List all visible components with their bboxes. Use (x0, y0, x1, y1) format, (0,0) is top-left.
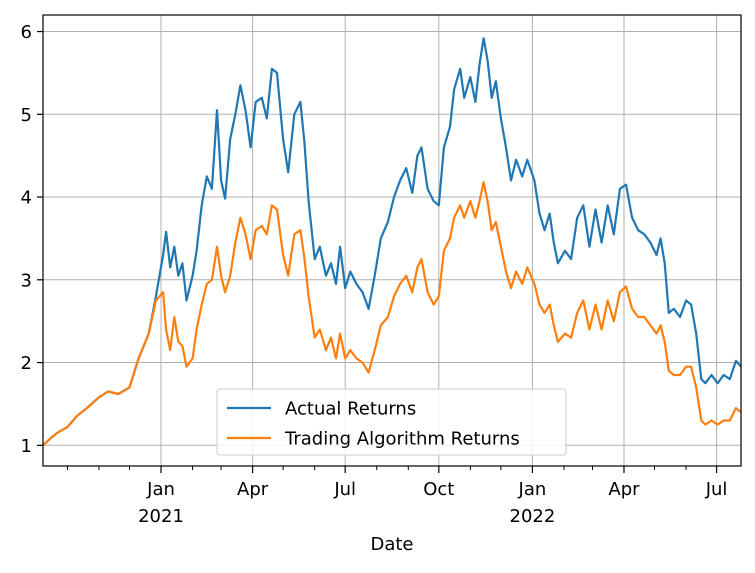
x-tick-label: Apr (608, 479, 640, 500)
plot-frame (42, 14, 742, 467)
x-tick-label: Apr (237, 479, 269, 500)
legend-label-trading-algorithm-returns: Trading Algorithm Returns (284, 429, 520, 450)
y-tick-label: 1 (21, 436, 32, 457)
y-tick-label: 4 (21, 188, 32, 209)
x-tick-label: Jan (518, 479, 547, 500)
legend-label-actual-returns: Actual Returns (285, 399, 416, 420)
x-tick-year-label: 2021 (138, 506, 184, 527)
x-tick-year-label: 2022 (510, 506, 556, 527)
x-tick-label: Jul (333, 479, 356, 500)
y-tick-label: 2 (21, 353, 32, 374)
series-line-actual-returns (42, 37, 742, 447)
y-tick-label: 5 (21, 105, 32, 126)
x-tick-label: Jul (705, 479, 728, 500)
series-lines (42, 37, 742, 447)
y-tick-label: 6 (21, 22, 32, 43)
x-axis-label: Date (370, 534, 413, 555)
x-tick-label: Jan (146, 479, 175, 500)
axes: 1 2 3 4 5 6 Jan 2021 Apr Jul Oct Jan 2022 Apr Jul (21, 22, 728, 527)
x-tick-label: Oct (423, 479, 454, 500)
series-line-trading-algorithm-returns (42, 181, 742, 447)
legend: Actual Returns Trading Algorithm Returns (216, 388, 567, 456)
legend-box (216, 388, 567, 456)
y-tick-label: 3 (21, 270, 32, 291)
